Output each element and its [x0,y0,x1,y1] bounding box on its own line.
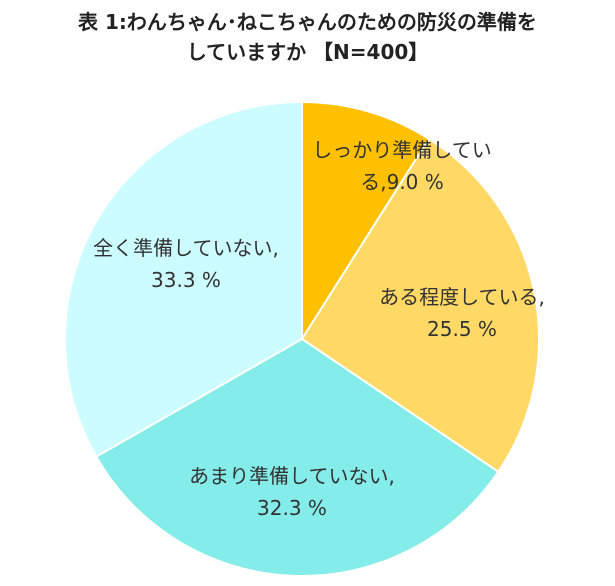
pie-slice [301,100,431,343]
category-label: しっかり準備している, [312,138,492,194]
pie-slice [64,100,303,459]
pie-slice [300,137,540,474]
chart-title: 表 1:わんちゃん･ねこちゃんのための防災の準備を [78,10,537,34]
category-label: ある程度している, [379,285,545,309]
data-label: しっかり準備している,9.0 % [307,134,497,198]
chart-title: していますか 【N=400】 [186,40,429,64]
category-label: 全く準備していない, [93,236,279,260]
data-label: 全く準備していない, 33.3 % [66,232,306,296]
pie-slice [94,337,500,577]
value-label: 25.5 % [427,317,497,341]
category-label: あまり準備していない, [189,464,395,488]
value-label: 9.0 % [386,170,444,194]
value-label: 33.3 % [151,268,221,292]
data-label: あまり準備していない, 32.3 % [152,460,432,524]
data-label: ある程度している, 25.5 % [352,281,572,345]
value-label: 32.3 % [257,496,327,520]
